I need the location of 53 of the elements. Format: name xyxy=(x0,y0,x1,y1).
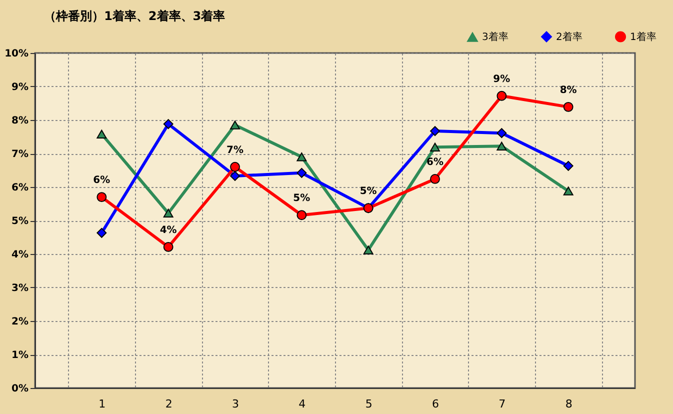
point xyxy=(496,90,507,101)
x-tick-label: 3 xyxy=(232,398,239,410)
y-tick-label: 3% xyxy=(12,283,28,294)
x-tick-label: 4 xyxy=(298,398,306,410)
point xyxy=(163,119,174,129)
data-label: 7% xyxy=(226,144,244,156)
legend-label: 3着率 xyxy=(482,31,508,44)
point xyxy=(496,142,507,151)
y-tick-label: 9% xyxy=(12,82,28,93)
y-tick-label: 6% xyxy=(12,182,28,194)
y-tick-label: 7% xyxy=(12,149,28,160)
y-tick-label: 2% xyxy=(12,316,28,328)
x-tick-label: 8 xyxy=(565,398,572,410)
data-label: 4% xyxy=(160,224,177,236)
data-label: 6% xyxy=(93,175,110,186)
point xyxy=(430,174,440,184)
chart-title: （枠番別）1着率、2着率、3着率 xyxy=(44,9,226,23)
x-tick-label: 2 xyxy=(165,398,172,410)
point xyxy=(296,168,307,178)
point xyxy=(230,170,240,181)
x-tick-label: 1 xyxy=(98,398,106,410)
point xyxy=(296,152,307,162)
data-label: 6% xyxy=(426,156,444,168)
point xyxy=(563,160,574,171)
x-tick-label: 7 xyxy=(498,398,506,410)
point xyxy=(296,210,307,220)
legend-label: 1着率 xyxy=(630,30,656,43)
point xyxy=(163,242,174,252)
point xyxy=(230,120,240,130)
point xyxy=(496,128,507,138)
data-label: 8% xyxy=(560,84,577,96)
y-tick-label: 0% xyxy=(12,384,28,394)
y-tick-label: 4% xyxy=(12,250,28,260)
data-label: 9% xyxy=(493,74,510,85)
legend-label: 2着率 xyxy=(556,30,582,43)
data-label: 5% xyxy=(293,193,310,204)
point xyxy=(430,142,440,152)
data-label: 5% xyxy=(360,186,377,198)
point xyxy=(230,162,240,172)
point xyxy=(96,228,107,238)
point xyxy=(563,186,574,196)
point xyxy=(96,130,107,138)
point xyxy=(563,102,574,112)
y-tick-label: 1% xyxy=(12,350,28,361)
y-tick-label: 10% xyxy=(4,48,28,60)
point xyxy=(163,208,174,218)
point xyxy=(363,246,374,254)
point xyxy=(96,192,107,202)
point xyxy=(430,126,440,136)
y-tick-label: 8% xyxy=(12,116,28,126)
y-tick-label: 5% xyxy=(12,216,28,227)
x-tick-label: 6 xyxy=(432,398,439,410)
x-tick-label: 5 xyxy=(365,398,372,410)
